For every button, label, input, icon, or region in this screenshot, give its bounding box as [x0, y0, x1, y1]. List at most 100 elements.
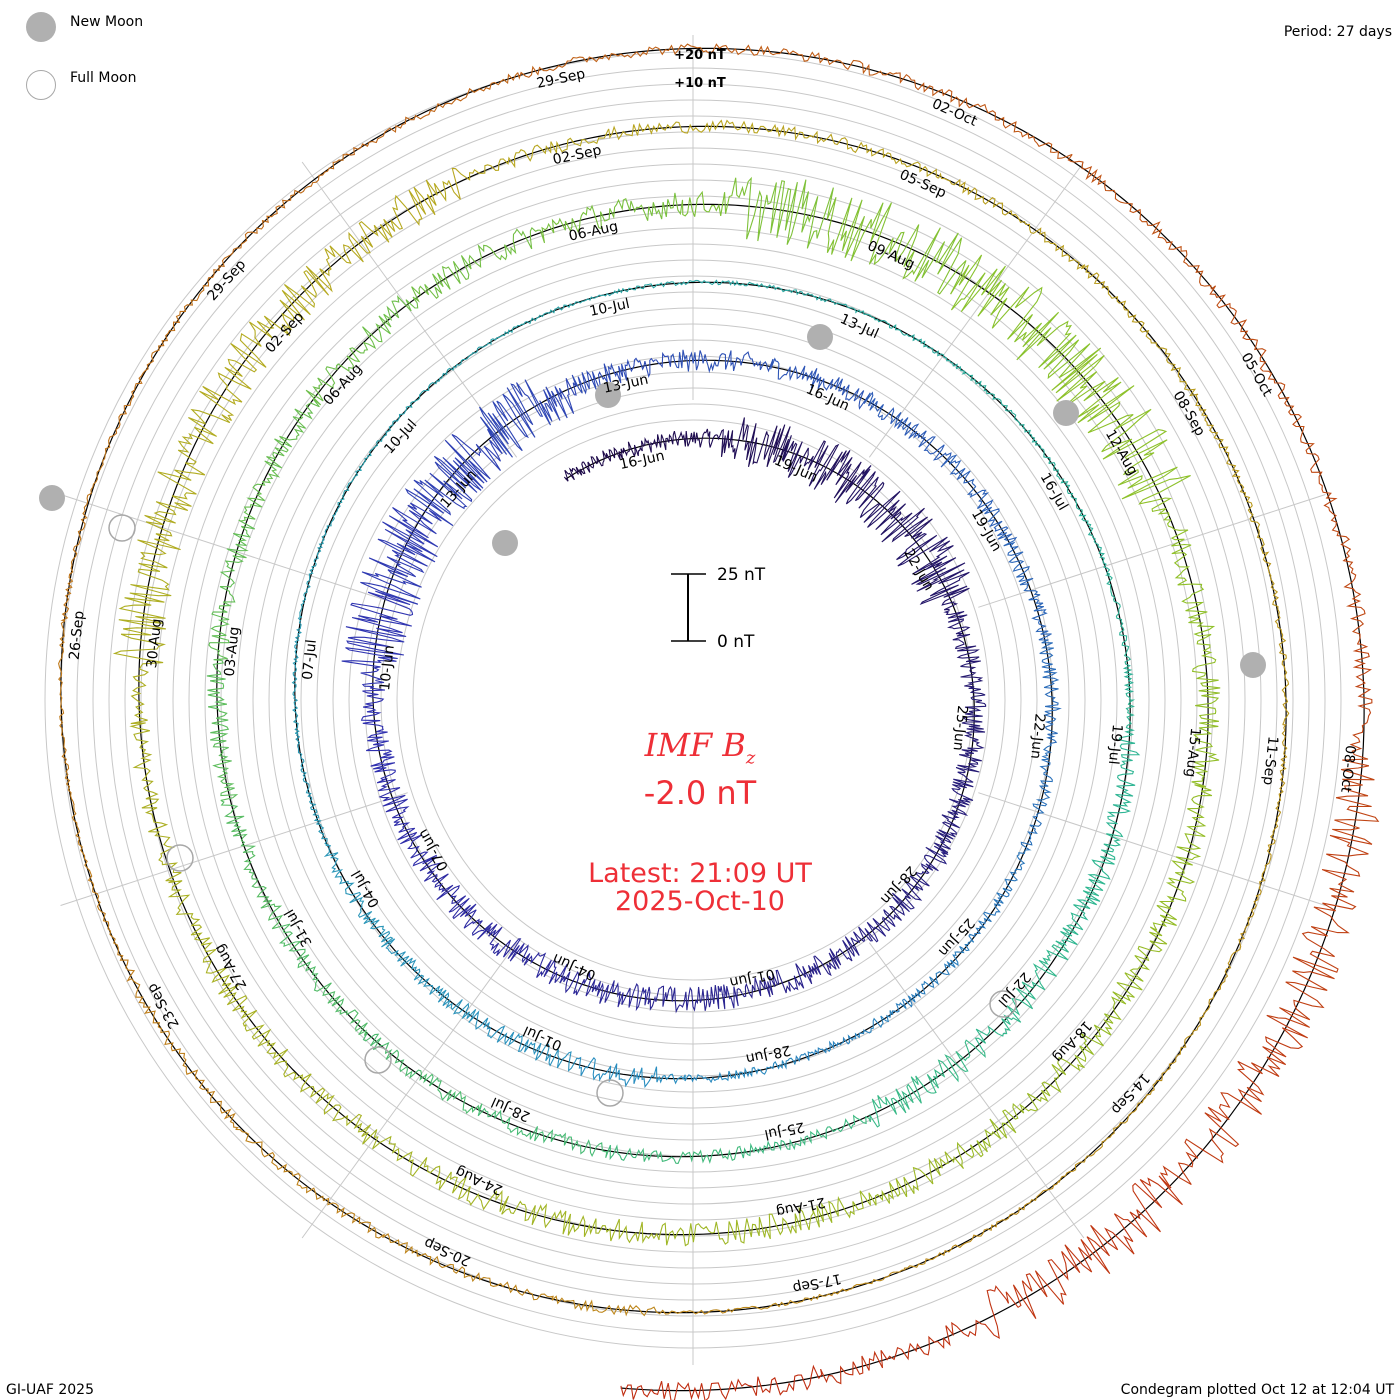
bz-series-segment: [60, 439, 111, 622]
bz-series-segment: [1039, 639, 1062, 746]
bz-series-segment: [974, 940, 1070, 1051]
bz-series-segment: [904, 1180, 1060, 1269]
bz-series-segment: [1262, 551, 1290, 725]
bz-series-segment: [382, 1233, 554, 1301]
grid-spoke: [60, 792, 408, 906]
bz-series-segment: [571, 351, 672, 395]
bz-series-segment: [137, 408, 231, 563]
bz-series-segment: [614, 279, 738, 294]
bz-series-segment: [1255, 724, 1288, 897]
bz-series-segment: [845, 465, 933, 543]
bz-series-segment: [961, 370, 1051, 464]
new-moon-marker: [807, 324, 833, 350]
ring-label-10: +10 nT: [674, 76, 726, 91]
date-label: 16-Jul: [1037, 470, 1071, 513]
date-label: 21-Aug: [775, 1194, 827, 1220]
bz-series-segment: [278, 923, 369, 1036]
bz-series-segment: [58, 620, 75, 806]
bz-series-segment: [647, 984, 739, 1014]
date-label: 27-Aug: [212, 941, 251, 992]
scale-bar-bottom-label: 0 nT: [717, 632, 755, 652]
full-moon-marker: [989, 990, 1017, 1018]
bz-series-segment: [1195, 393, 1265, 554]
bz-series-segment: [820, 1285, 1009, 1385]
bz-series-segment: [1104, 573, 1135, 701]
grid-ring: [412, 419, 974, 981]
bz-series-segment: [1005, 1175, 1183, 1320]
new-moon-marker: [1240, 652, 1266, 678]
bz-series-segment: [736, 956, 822, 999]
legend-new-moon: New Moon: [26, 12, 143, 42]
bz-series-segment: [323, 844, 394, 948]
bz-series-segment: [1058, 1053, 1181, 1183]
date-label: 30-Aug: [144, 618, 165, 669]
grid-spoke: [301, 942, 518, 1239]
zero-baseline-spiral: [60, 47, 1365, 1392]
footer-credit: GI-UAF 2025: [6, 1382, 94, 1398]
bz-series-segment: [1105, 699, 1141, 827]
bz-series-segment: [477, 1103, 608, 1158]
date-label: 13-Jul: [837, 311, 881, 342]
bz-series-segment: [360, 502, 454, 605]
date-label: 28-Jun: [744, 1041, 792, 1066]
bz-series-segment: [1152, 784, 1213, 931]
full-moon-marker: [108, 514, 136, 542]
bz-series-segment: [361, 1129, 510, 1215]
bz-series-segment: [933, 766, 974, 854]
bz-series-segment: [71, 804, 136, 982]
period-label: Period: 27 days: [1283, 24, 1392, 40]
latest-time: Latest: 21:09 UT: [588, 858, 812, 889]
bz-series-segment: [479, 378, 577, 458]
bz-series-segment: [299, 505, 341, 618]
bz-series-segment: [658, 1206, 814, 1247]
bz-series-segment: [501, 1200, 660, 1244]
bz-series-segment: [448, 128, 610, 200]
new-moon-marker: [39, 485, 65, 511]
bz-series-segment: [1310, 453, 1366, 645]
bz-series-segment: [337, 407, 408, 507]
bz-series-segment: [244, 1024, 372, 1137]
bz-series-segment: [883, 845, 949, 921]
bz-series-segment: [739, 1114, 871, 1159]
bz-series-segment: [813, 913, 896, 977]
date-label: 07-Jul: [300, 639, 320, 681]
ring-label-20: +20 nT: [674, 48, 726, 63]
bz-series-segment: [360, 686, 396, 781]
bz-series-segment: [1055, 825, 1124, 947]
bz-series-segment: [576, 1056, 686, 1089]
bz-series-segment: [869, 1039, 986, 1128]
date-label: 15-Aug: [1182, 727, 1203, 778]
new-moon-marker: [492, 530, 518, 556]
grid-ring: [396, 403, 990, 997]
date-label: 20-Sep: [422, 1234, 474, 1269]
moon-markers: [39, 324, 1266, 1107]
legend-full-moon: Full Moon: [26, 70, 136, 100]
latest-date: 2025-Oct-10: [615, 886, 785, 917]
bz-series-segment: [776, 124, 939, 179]
bz-series-segment: [1266, 834, 1373, 1028]
bz-series-segment: [950, 254, 1102, 380]
date-label: 13-Jun: [602, 372, 650, 397]
bz-series-segment: [381, 938, 477, 1023]
bz-series-segment: [854, 309, 966, 372]
bz-series-segment: [291, 616, 303, 734]
bz-series-segment: [1067, 154, 1212, 290]
bz-series-segment: [1159, 1014, 1308, 1189]
bz-series-segment: [896, 532, 970, 611]
bz-series-segment: [736, 279, 857, 312]
bz-series-segment: [1048, 461, 1111, 575]
bz-series-segment: [112, 561, 172, 725]
bz-series-segment: [1209, 285, 1315, 455]
bz-series-segment: [943, 610, 984, 689]
bz-series-segment: [131, 978, 239, 1130]
bz-series-segment: [957, 687, 987, 773]
date-label: 26-Sep: [67, 610, 88, 661]
bz-series-segment: [551, 1295, 733, 1317]
bz-series-segment: [206, 660, 239, 801]
bz-series-segment: [305, 179, 450, 296]
bz-series-segment: [129, 722, 182, 884]
bz-series-segment: [731, 1267, 906, 1313]
bz-series-segment: [362, 1031, 483, 1115]
date-label: 06-Aug: [567, 219, 619, 245]
